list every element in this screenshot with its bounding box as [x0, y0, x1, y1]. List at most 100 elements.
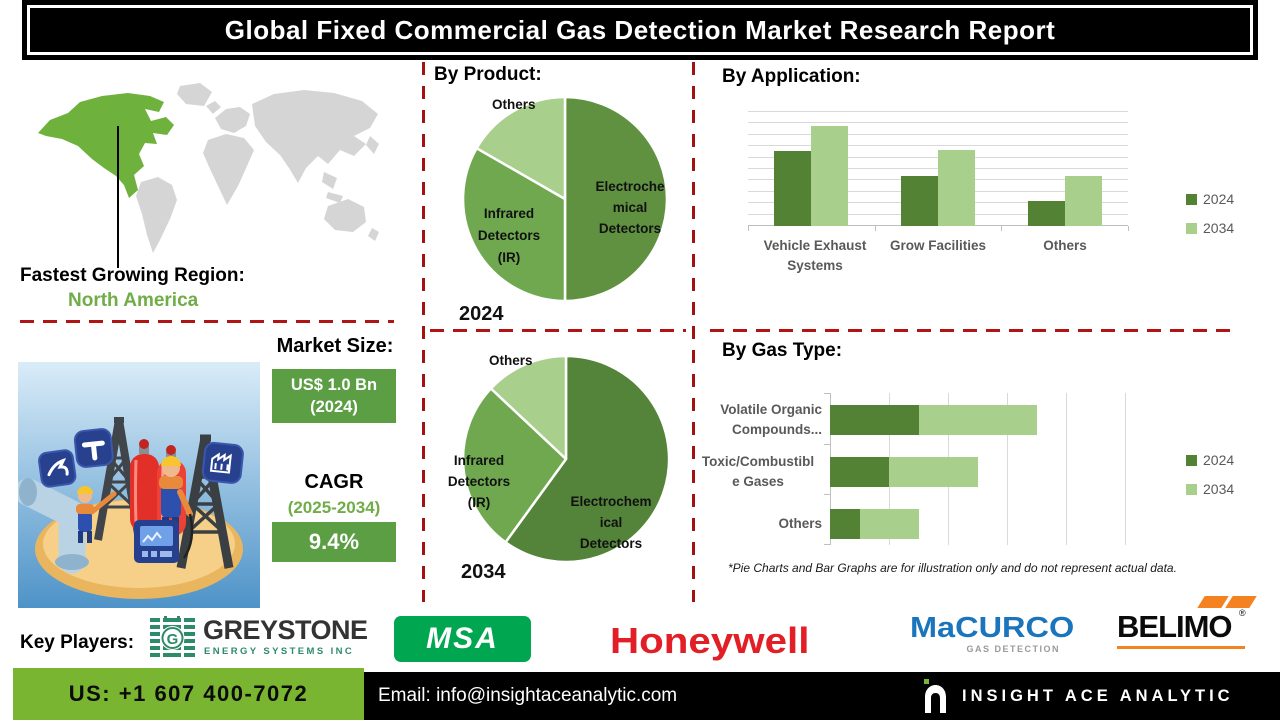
segment-toxic-combustible-gases-2034 [889, 457, 978, 487]
pie1-others-label: Others [492, 97, 536, 112]
pie2-electro-line2: ical [599, 515, 623, 530]
badge-icons [38, 428, 244, 488]
north-america-pointer-line [117, 126, 119, 268]
axis-tick [824, 544, 830, 545]
gas-category-others: Others [778, 516, 822, 531]
pie2-infrared-label: Infrared Detectors (IR) [438, 450, 520, 513]
gridline [748, 145, 1128, 147]
pie2-year-label: 2034 [461, 561, 506, 583]
pie-slice-others [489, 354, 568, 461]
pie1-ir-line3: (IR) [497, 250, 521, 265]
app-cat1-line2: Systems [787, 258, 843, 273]
gridline [1007, 393, 1008, 545]
industrial-illustration [18, 362, 260, 608]
pie1-electrochemical-label: Electroche mical Detectors [592, 176, 668, 239]
gridline [1066, 393, 1067, 545]
gas-legend-swatch-2034 [1186, 483, 1197, 495]
pie1-electro-line2: mical [612, 200, 648, 215]
axis-tick [824, 393, 830, 394]
footer-email: Email: info@insightaceanalytic.com [378, 685, 678, 706]
by-product-heading: By Product: [434, 64, 542, 85]
fastest-growing-region-heading: Fastest Growing Region: [20, 265, 245, 286]
axis-tick [1128, 226, 1129, 231]
belimo-stripe-2 [1225, 596, 1257, 608]
segment-volatile-organic-compounds-2034 [918, 405, 1037, 435]
footer-bar [364, 672, 1280, 720]
map-north-america [38, 93, 174, 198]
application-legend: 2024 2034 [1186, 191, 1234, 236]
insight-ace-logo-icon [924, 679, 946, 713]
footer-phone: US: +1 607 400-7072 [68, 681, 309, 706]
app-category-vehicle-exhaust: Vehicle Exhaust Systems [752, 236, 878, 276]
by-gas-type-heading: By Gas Type: [722, 340, 843, 361]
axis-tick [824, 494, 830, 495]
page-title: Global Fixed Commercial Gas Detection Ma… [224, 14, 1056, 45]
honeywell-logo: Honeywell [610, 620, 810, 661]
segment-volatile-organic-compounds-2024 [830, 405, 919, 435]
gas-cat1-line1: Volatile Organic [720, 402, 822, 417]
disclaimer-note: *Pie Charts and Bar Graphs are for illus… [728, 561, 1177, 575]
divider-left-middle [422, 62, 425, 602]
app-category-others: Others [1043, 238, 1087, 253]
gas-legend-item-2034: 2034 [1186, 481, 1234, 497]
pie2-ir-line1: Infrared [453, 453, 505, 468]
bar-others-2024 [1027, 200, 1065, 226]
gas-legend-label-2034: 2034 [1203, 481, 1235, 497]
application-bar-chart [748, 111, 1129, 231]
title-border: Global Fixed Commercial Gas Detection Ma… [27, 5, 1253, 55]
pipe-elbow [18, 478, 89, 574]
pie1-ir-line2: Detectors [477, 228, 541, 243]
cagr-heading: CAGR [304, 471, 364, 493]
pie1-ir-line1: Infrared [483, 206, 535, 221]
segment-others-2024 [830, 509, 860, 539]
pie2-others-label: Others [489, 353, 533, 368]
greystone-subtitle: ENERGY SYSTEMS INC [204, 646, 355, 657]
pie-chart-2034 [461, 354, 671, 564]
bar-grow-facilities-2024 [901, 175, 938, 226]
greystone-monogram: G [167, 631, 179, 648]
gas-legend-label-2024: 2024 [1203, 452, 1235, 468]
gas-legend-swatch-2024 [1186, 454, 1197, 466]
belimo-underline [1117, 646, 1245, 649]
pie1-electro-line1: Electroche [595, 179, 665, 194]
brand-group: INSIGHT ACE ANALYTIC [923, 672, 1234, 720]
app-cat1-line1: Vehicle Exhaust [763, 238, 867, 253]
gas-cat2-line2: e Gases [732, 474, 784, 489]
pie1-electro-line3: Detectors [598, 221, 662, 236]
legend-label-2034: 2034 [1203, 220, 1235, 236]
gas-type-bar-chart [824, 393, 1126, 545]
axis-tick [1001, 226, 1003, 231]
cagr-value-box: 9.4% [272, 522, 396, 562]
left-divider [20, 320, 394, 323]
pie2-ir-line3: (IR) [467, 495, 491, 510]
by-application-heading: By Application: [722, 66, 861, 87]
legend-label-2024: 2024 [1203, 191, 1235, 207]
app-category-grow-facilities: Grow Facilities [889, 238, 987, 253]
legend-swatch-2034 [1186, 222, 1197, 234]
axis-tick [874, 226, 876, 231]
macurco-logo: MaCURCO [910, 612, 1075, 644]
gridline [748, 122, 1128, 124]
detector-device [134, 520, 179, 563]
gridline [1125, 393, 1126, 545]
bar-vehicle-exhaust-systems-2034 [811, 125, 849, 226]
market-size-heading: Market Size: [276, 335, 394, 357]
brand-name: INSIGHT ACE ANALYTIC [962, 686, 1234, 705]
pie-slice-infrared-detectors-ir [461, 387, 568, 544]
key-players-heading: Key Players: [20, 632, 135, 653]
belimo-registered-mark: ® [1239, 608, 1246, 618]
bar-vehicle-exhaust-systems-2024 [774, 150, 812, 226]
pie-slice-electrochemical-detectors [504, 354, 671, 564]
legend-item-2034: 2034 [1186, 220, 1234, 236]
msa-logo: MSA [394, 616, 531, 662]
belimo-stripe-1 [1197, 596, 1229, 608]
belimo-logo: BELIMO ® [1117, 596, 1257, 654]
greystone-name: GREYSTONE [203, 615, 368, 645]
gridline [748, 111, 1128, 112]
pie-slice-infrared-detectors-ir [461, 146, 567, 303]
segment-toxic-combustible-gases-2024 [830, 457, 889, 487]
gas-legend-item-2024: 2024 [1186, 452, 1234, 468]
title-bar: Global Fixed Commercial Gas Detection Ma… [22, 0, 1258, 60]
gas-cat1-line2: Compounds... [732, 422, 822, 437]
